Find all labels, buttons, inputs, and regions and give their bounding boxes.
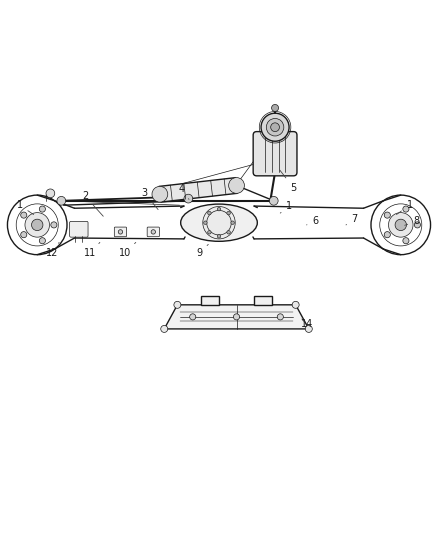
Circle shape: [39, 206, 46, 212]
Text: 10: 10: [119, 243, 136, 259]
Polygon shape: [201, 296, 219, 305]
Circle shape: [39, 238, 46, 244]
Circle shape: [118, 230, 123, 234]
Text: 8: 8: [405, 216, 419, 227]
Circle shape: [371, 195, 431, 255]
Circle shape: [229, 177, 244, 193]
Text: 9: 9: [196, 244, 208, 259]
Circle shape: [403, 206, 409, 212]
Polygon shape: [164, 305, 309, 329]
Circle shape: [217, 235, 221, 238]
Circle shape: [271, 123, 279, 132]
Circle shape: [21, 212, 27, 218]
Text: 3: 3: [141, 188, 158, 209]
Circle shape: [389, 213, 413, 237]
Circle shape: [380, 204, 422, 246]
Circle shape: [174, 301, 181, 308]
Circle shape: [269, 197, 278, 205]
Circle shape: [32, 219, 43, 231]
Text: 12: 12: [46, 243, 59, 259]
FancyBboxPatch shape: [147, 227, 159, 237]
Circle shape: [184, 194, 193, 203]
Text: 2: 2: [82, 191, 103, 216]
Circle shape: [203, 206, 235, 239]
Circle shape: [208, 231, 211, 234]
Text: 1: 1: [396, 200, 413, 214]
Circle shape: [21, 232, 27, 238]
Circle shape: [208, 212, 211, 215]
Polygon shape: [254, 296, 272, 305]
Circle shape: [46, 189, 55, 198]
Circle shape: [161, 326, 168, 333]
Circle shape: [305, 326, 312, 333]
Circle shape: [227, 231, 230, 234]
Text: 14: 14: [300, 319, 313, 329]
FancyBboxPatch shape: [253, 132, 297, 176]
Polygon shape: [159, 177, 237, 202]
Circle shape: [151, 230, 155, 234]
Text: 1: 1: [17, 200, 34, 215]
Circle shape: [384, 212, 390, 218]
Circle shape: [227, 212, 230, 215]
Text: 4: 4: [179, 183, 189, 199]
Circle shape: [414, 222, 420, 228]
Circle shape: [204, 221, 207, 224]
Circle shape: [277, 314, 283, 320]
Circle shape: [7, 195, 67, 255]
Circle shape: [152, 187, 168, 202]
Text: 11: 11: [84, 243, 100, 259]
Text: 7: 7: [346, 214, 358, 225]
Text: 5: 5: [280, 170, 297, 192]
Circle shape: [217, 207, 221, 211]
Circle shape: [25, 213, 49, 237]
FancyBboxPatch shape: [70, 221, 88, 237]
Circle shape: [233, 314, 240, 320]
Circle shape: [51, 222, 57, 228]
Circle shape: [16, 204, 58, 246]
Circle shape: [231, 221, 234, 224]
Text: 6: 6: [307, 216, 318, 227]
Circle shape: [395, 219, 406, 231]
Circle shape: [272, 104, 279, 111]
Circle shape: [403, 238, 409, 244]
Circle shape: [57, 197, 66, 205]
Circle shape: [384, 232, 390, 238]
FancyBboxPatch shape: [114, 227, 127, 237]
Circle shape: [292, 301, 299, 308]
Circle shape: [261, 113, 289, 141]
Circle shape: [190, 314, 196, 320]
Text: 1: 1: [280, 201, 292, 213]
Ellipse shape: [180, 204, 257, 241]
Circle shape: [266, 118, 284, 136]
